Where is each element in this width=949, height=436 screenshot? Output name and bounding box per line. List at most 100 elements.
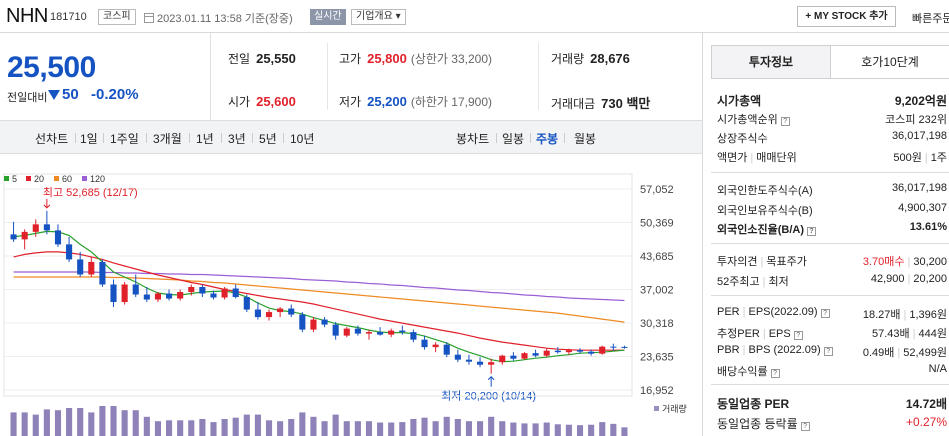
tab-candle-chart[interactable]: 봉차트 [456,132,490,146]
row-label: 외국인소진율(B/A)? [717,221,816,237]
volume-bar [521,423,528,436]
candle-body [399,330,406,333]
label-text: 동일업종 등락률 [717,417,798,431]
stock-name: NHN [6,5,48,27]
help-icon[interactable]: ? [800,422,810,431]
tab-order-book[interactable]: 호가10단계 [831,45,949,79]
candle-body [443,344,450,355]
row-label: 52주최고 | 최저 [717,273,789,289]
candle-body [432,344,439,348]
row-label: 동일업종 PER [717,397,790,411]
row-value: +0.27% [905,415,947,429]
volume-bar [543,422,550,436]
candle-body [199,287,206,294]
volume-bar [154,421,162,436]
row-label: 외국인한도주식수(A) [717,185,813,197]
legend-label: 60 [62,174,72,184]
value-text: 18.27배 [862,309,901,321]
candle-body [10,234,17,240]
help-icon[interactable]: ? [770,369,780,378]
row-value: 13.61% [909,221,947,233]
candle-body [410,332,417,340]
separator: | [897,347,901,359]
stat-label: 거래대금 [551,97,596,111]
tab-daily[interactable]: 일봉 [502,132,525,146]
tab-5year[interactable]: 5년 [259,132,277,146]
stat-label: 저가 [339,95,362,109]
volume-bar [565,424,572,436]
volume-bar [499,421,506,436]
price-chart[interactable]: 57,052 50,369 43,685 37,002 30,318 23,635 16,9… [0,170,702,436]
row-value: 코스피 232위 [885,114,947,126]
candle-body [543,350,550,356]
help-icon[interactable]: ? [823,347,833,356]
realtime-badge[interactable]: 실시간 [310,9,346,25]
tab-1week[interactable]: 1주일 [110,132,139,146]
volume-bar [321,421,328,436]
row-value: 42,900 | 20,200 [871,273,947,285]
volume-bar [365,421,373,436]
tab-weekly[interactable]: 주봉 [536,132,559,146]
divider [530,133,531,143]
volume-bar [388,422,395,436]
tab-3month[interactable]: 3개월 [153,132,182,146]
candle-body [32,224,39,232]
candle-body [621,346,628,348]
current-price: 25,500 [7,51,96,84]
separator: | [903,309,907,321]
candle-body [99,261,106,285]
legend-label: 5 [12,174,17,184]
candle-body [532,353,539,356]
stat-prev-close: 전일 25,550 [228,50,296,67]
add-my-stock-button[interactable]: + MY STOCK 추가 [797,6,896,27]
volume-bar [188,420,195,436]
quick-order-button[interactable]: 빠른주문 [912,13,949,25]
row-value: 9,202억원 [894,94,947,108]
down-arrow-icon [48,90,60,100]
help-icon[interactable]: ? [793,331,803,340]
y-tick-label: 23,635 [640,352,674,364]
stat-value: 25,200 [367,94,407,109]
invest-tabs: 투자정보 호가10단계 [711,45,949,79]
help-icon[interactable]: ? [780,117,790,126]
help-icon[interactable]: ? [807,227,816,236]
legend-swatch [82,176,87,181]
volume-bar [77,408,84,436]
stat-low: 저가 25,200 (하한가 17,900) [339,93,492,110]
candle-body [421,339,428,348]
tab-line-chart[interactable]: 선차트 [35,132,69,146]
volume-bar [354,421,361,436]
volume-bar [99,406,106,436]
candle-body [332,324,339,336]
stat-value: 25,550 [256,51,296,66]
volume-bar [32,414,39,436]
candle-body [299,314,306,330]
volume-bar [121,410,128,436]
volume-bar [277,421,284,436]
volume-bar [454,419,461,436]
row-value: 36,017,198 [891,182,947,194]
row-label: 동일업종 등락률? [717,415,810,432]
y-tick-label: 43,685 [640,251,674,263]
company-overview-button[interactable]: 기업개요 ▾ [351,9,406,25]
volume-bar [177,420,184,436]
timestamp: 2023.01.11 13:58 기준(장중) [144,10,293,26]
ma20-line [13,251,625,351]
help-icon[interactable]: ? [820,309,830,318]
tab-10year[interactable]: 10년 [290,132,315,146]
divider [538,43,539,110]
row-value: N/A [928,363,947,375]
divider [327,43,328,110]
value-text: 57.43배 [872,328,910,340]
tab-1year[interactable]: 1년 [196,132,214,146]
divider [146,133,147,143]
invest-info-panel: 투자정보 호가10단계 시가총액 9,202억원 시가총액순위? 코스피 232위 … [702,33,949,436]
tab-monthly[interactable]: 월봉 [574,132,597,146]
tab-3year[interactable]: 3년 [228,132,246,146]
candle-body [254,309,261,318]
separator: | [924,152,928,164]
candlestick-chart[interactable]: 57,052 50,369 43,685 37,002 30,318 23,635 16,9… [0,170,702,436]
tab-1day[interactable]: 1일 [80,132,98,146]
tab-invest-info[interactable]: 투자정보 [711,45,831,79]
volume-bar [132,410,139,436]
